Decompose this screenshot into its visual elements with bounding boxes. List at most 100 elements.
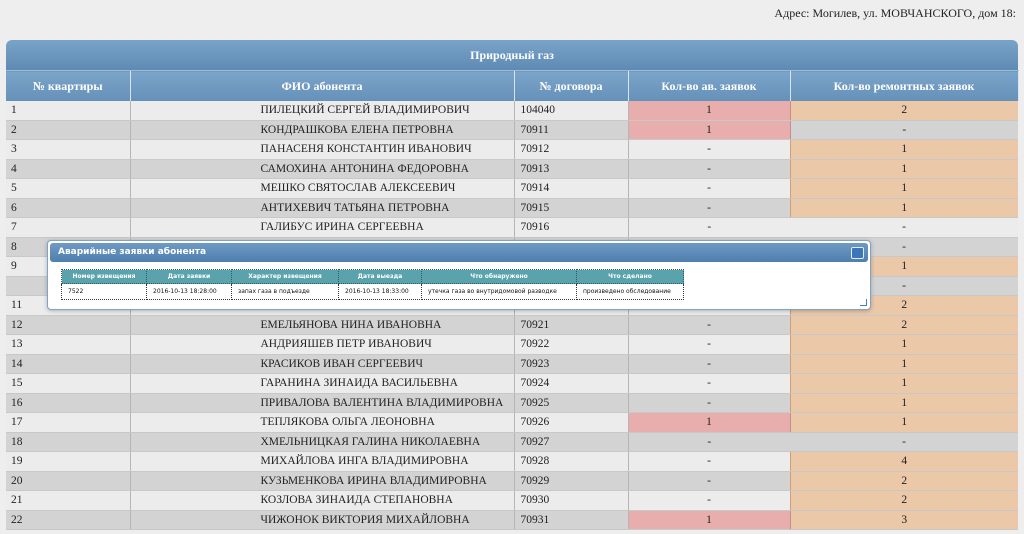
popup-header-notice-number[interactable]: Номер извещения xyxy=(61,269,147,284)
emergency-count-cell[interactable]: - xyxy=(628,354,790,374)
subscriber-name-cell: САМОХИНА АНТОНИНА ФЕДОРОВНА xyxy=(130,159,515,179)
subscriber-name-cell: ПРИВАЛОВА ВАЛЕНТИНА ВЛАДИМИРОВНА xyxy=(130,393,515,413)
table-row[interactable]: 7 ГАЛИБУС ИРИНА СЕРГЕЕВНА 70916- - xyxy=(6,217,1019,238)
repair-count-cell: 1 xyxy=(789,159,1019,179)
repair-count-cell: - xyxy=(790,432,1019,452)
dialog-titlebar[interactable]: Аварийные заявки абонента xyxy=(50,243,868,262)
apartment-cell: 21 xyxy=(6,490,131,511)
subscriber-name-cell: КРАСИКОВ ИВАН СЕРГЕЕВИЧ xyxy=(130,354,515,374)
column-header-apartment[interactable]: № квартиры xyxy=(6,70,131,101)
contract-cell: 70930 xyxy=(514,490,629,511)
table-row[interactable]: 15 ГАРАНИНА ЗИНАИДА ВАСИЛЬЕВНА 70924-1 xyxy=(6,373,1019,394)
emergency-count-cell[interactable]: 1 xyxy=(627,510,791,530)
table-row[interactable]: 18 ХМЕЛЬНИЦКАЯ ГАЛИНА НИКОЛАЕВНА 70927- - xyxy=(6,432,1019,452)
emergency-count-cell[interactable]: - xyxy=(628,315,790,335)
emergency-count-cell[interactable]: - xyxy=(628,471,790,491)
found-text: утечка газа во внутридомовой разводке xyxy=(421,283,577,300)
table-row[interactable]: 2 КОНДРАШКОВА ЕЛЕНА ПЕТРОВНА 70911 1- xyxy=(6,120,1019,140)
repair-count-cell: 1 xyxy=(789,354,1019,374)
emergency-count-cell[interactable]: 1 xyxy=(627,101,791,121)
emergency-count-cell[interactable]: - xyxy=(628,217,790,238)
contract-cell: 70921 xyxy=(514,315,629,335)
table-row[interactable]: 12 ЕМЕЛЬЯНОВА НИНА ИВАНОВНА 70921-2 xyxy=(6,315,1019,335)
repair-count-cell: - xyxy=(790,217,1019,238)
repair-count-cell: 2 xyxy=(789,490,1019,511)
table-row[interactable]: 19 МИХАЙЛОВА ИНГА ВЛАДИМИРОВНА 70928-4 xyxy=(6,451,1019,472)
repair-count-cell: 3 xyxy=(789,510,1019,530)
contract-cell: 70916 xyxy=(514,217,629,238)
table-row[interactable]: 7522 2016-10-13 18:28:00 запах газа в по… xyxy=(61,283,684,300)
emergency-count-cell[interactable]: 1 xyxy=(627,412,791,433)
repair-count-cell: 1 xyxy=(789,393,1019,413)
address-label: Адрес: Могилев, ул. МОВЧАНСКОГО, дом 18: xyxy=(774,6,1016,20)
table-row[interactable]: 20 КУЗЬМЕНКОВА ИРИНА ВЛАДИМИРОВНА 70929-2 xyxy=(6,471,1019,491)
contract-cell: 70914 xyxy=(514,178,629,199)
table-row[interactable]: 14 КРАСИКОВ ИВАН СЕРГЕЕВИЧ 70923-1 xyxy=(6,354,1019,374)
apartment-cell: 19 xyxy=(6,451,131,472)
table-row[interactable]: 3 ПАНАСЕНЯ КОНСТАНТИН ИВАНОВИЧ 70912-1 xyxy=(6,139,1019,160)
column-header-subscriber[interactable]: ФИО абонента xyxy=(130,70,515,101)
apartment-cell: 12 xyxy=(6,315,131,335)
repair-count-cell: 1 xyxy=(789,373,1019,394)
repair-count-cell: 2 xyxy=(789,315,1019,335)
emergency-requests-dialog[interactable]: Аварийные заявки абонента Номер извещени… xyxy=(47,240,871,310)
subscriber-name-cell: ПИЛЕЦКИЙ СЕРГЕЙ ВЛАДИМИРОВИЧ xyxy=(130,101,515,121)
emergency-count-cell[interactable]: - xyxy=(628,159,790,179)
emergency-count-cell[interactable]: - xyxy=(628,139,790,160)
subscriber-name-cell: МИХАЙЛОВА ИНГА ВЛАДИМИРОВНА xyxy=(130,451,515,472)
emergency-count-cell[interactable]: - xyxy=(628,178,790,199)
apartment-cell: 3 xyxy=(6,139,131,160)
contract-cell: 70926 xyxy=(514,412,629,433)
table-row[interactable]: 13 АНДРИЯШЕВ ПЕТР ИВАНОВИЧ 70922-1 xyxy=(6,334,1019,355)
apartment-cell: 6 xyxy=(6,198,131,218)
table-row[interactable]: 5 МЕШКО СВЯТОСЛАВ АЛЕКСЕЕВИЧ 70914-1 xyxy=(6,178,1019,199)
table-row[interactable]: 1 ПИЛЕЦКИЙ СЕРГЕЙ ВЛАДИМИРОВИЧ 104040 1 2 xyxy=(6,101,1019,121)
popup-header-found[interactable]: Что обнаружено xyxy=(421,269,577,284)
close-icon[interactable] xyxy=(851,247,864,259)
emergency-count-cell[interactable]: 1 xyxy=(627,120,791,140)
apartment-cell: 14 xyxy=(6,354,131,374)
subscriber-name-cell: ЧИЖОНОК ВИКТОРИЯ МИХАЙЛОВНА xyxy=(130,510,515,530)
apartment-cell: 17 xyxy=(6,412,131,433)
popup-header-done[interactable]: Что сделано xyxy=(576,269,684,284)
notice-number: 7522 xyxy=(61,283,147,300)
subscriber-name-cell: ЕМЕЛЬЯНОВА НИНА ИВАНОВНА xyxy=(130,315,515,335)
column-header-emergency-count[interactable]: Кол-во ав. заявок xyxy=(628,70,791,101)
contract-cell: 70913 xyxy=(514,159,629,179)
emergency-count-cell[interactable]: - xyxy=(628,451,790,472)
popup-header-notice-type[interactable]: Характер извещения xyxy=(231,269,339,284)
popup-header-visit-date[interactable]: Дата выезда xyxy=(338,269,422,284)
subscriber-name-cell: АНТИХЕВИЧ ТАТЬЯНА ПЕТРОВНА xyxy=(130,198,515,218)
resize-handle-icon[interactable] xyxy=(860,299,867,306)
popup-header-request-date[interactable]: Дата заявки xyxy=(146,269,232,284)
table-row[interactable]: 21 КОЗЛОВА ЗИНАИДА СТЕПАНОВНА 70930-2 xyxy=(6,490,1019,511)
emergency-count-cell[interactable]: - xyxy=(628,334,790,355)
table-title: Природный газ xyxy=(6,40,1019,71)
emergency-count-cell[interactable]: - xyxy=(628,373,790,394)
table-row[interactable]: 6 АНТИХЕВИЧ ТАТЬЯНА ПЕТРОВНА 70915-1 xyxy=(6,198,1019,218)
table-row[interactable]: 16 ПРИВАЛОВА ВАЛЕНТИНА ВЛАДИМИРОВНА 70925-… xyxy=(6,393,1019,413)
contract-cell: 104040 xyxy=(514,101,629,121)
contract-cell: 70922 xyxy=(514,334,629,355)
emergency-count-cell[interactable]: - xyxy=(628,432,790,452)
contract-cell: 70931 xyxy=(514,510,629,530)
request-date: 2016-10-13 18:28:00 xyxy=(146,283,232,300)
contract-cell: 70927 xyxy=(514,432,629,452)
table-row[interactable]: 17 ТЕПЛЯКОВА ОЛЬГА ЛЕОНОВНА 70926 1 1 xyxy=(6,412,1019,433)
dialog-title: Аварийные заявки абонента xyxy=(58,247,207,257)
apartment-cell: 13 xyxy=(6,334,131,355)
emergency-count-cell[interactable]: - xyxy=(628,490,790,511)
column-header-contract[interactable]: № договора xyxy=(514,70,629,101)
apartment-cell: 16 xyxy=(6,393,131,413)
contract-cell: 70923 xyxy=(514,354,629,374)
notice-type: запах газа в подъезде xyxy=(231,283,339,300)
subscriber-name-cell: ГАЛИБУС ИРИНА СЕРГЕЕВНА xyxy=(130,217,515,238)
emergency-count-cell[interactable]: - xyxy=(628,393,790,413)
emergency-count-cell[interactable]: - xyxy=(628,198,790,218)
apartment-cell: 2 xyxy=(6,120,131,140)
column-header-repair-count[interactable]: Кол-во ремонтных заявок xyxy=(790,70,1019,101)
table-row[interactable]: 22 ЧИЖОНОК ВИКТОРИЯ МИХАЙЛОВНА 70931 1 3 xyxy=(6,510,1019,530)
table-row[interactable]: 4 САМОХИНА АНТОНИНА ФЕДОРОВНА 70913-1 xyxy=(6,159,1019,179)
apartment-cell: 22 xyxy=(6,510,131,530)
contract-cell: 70912 xyxy=(514,139,629,160)
